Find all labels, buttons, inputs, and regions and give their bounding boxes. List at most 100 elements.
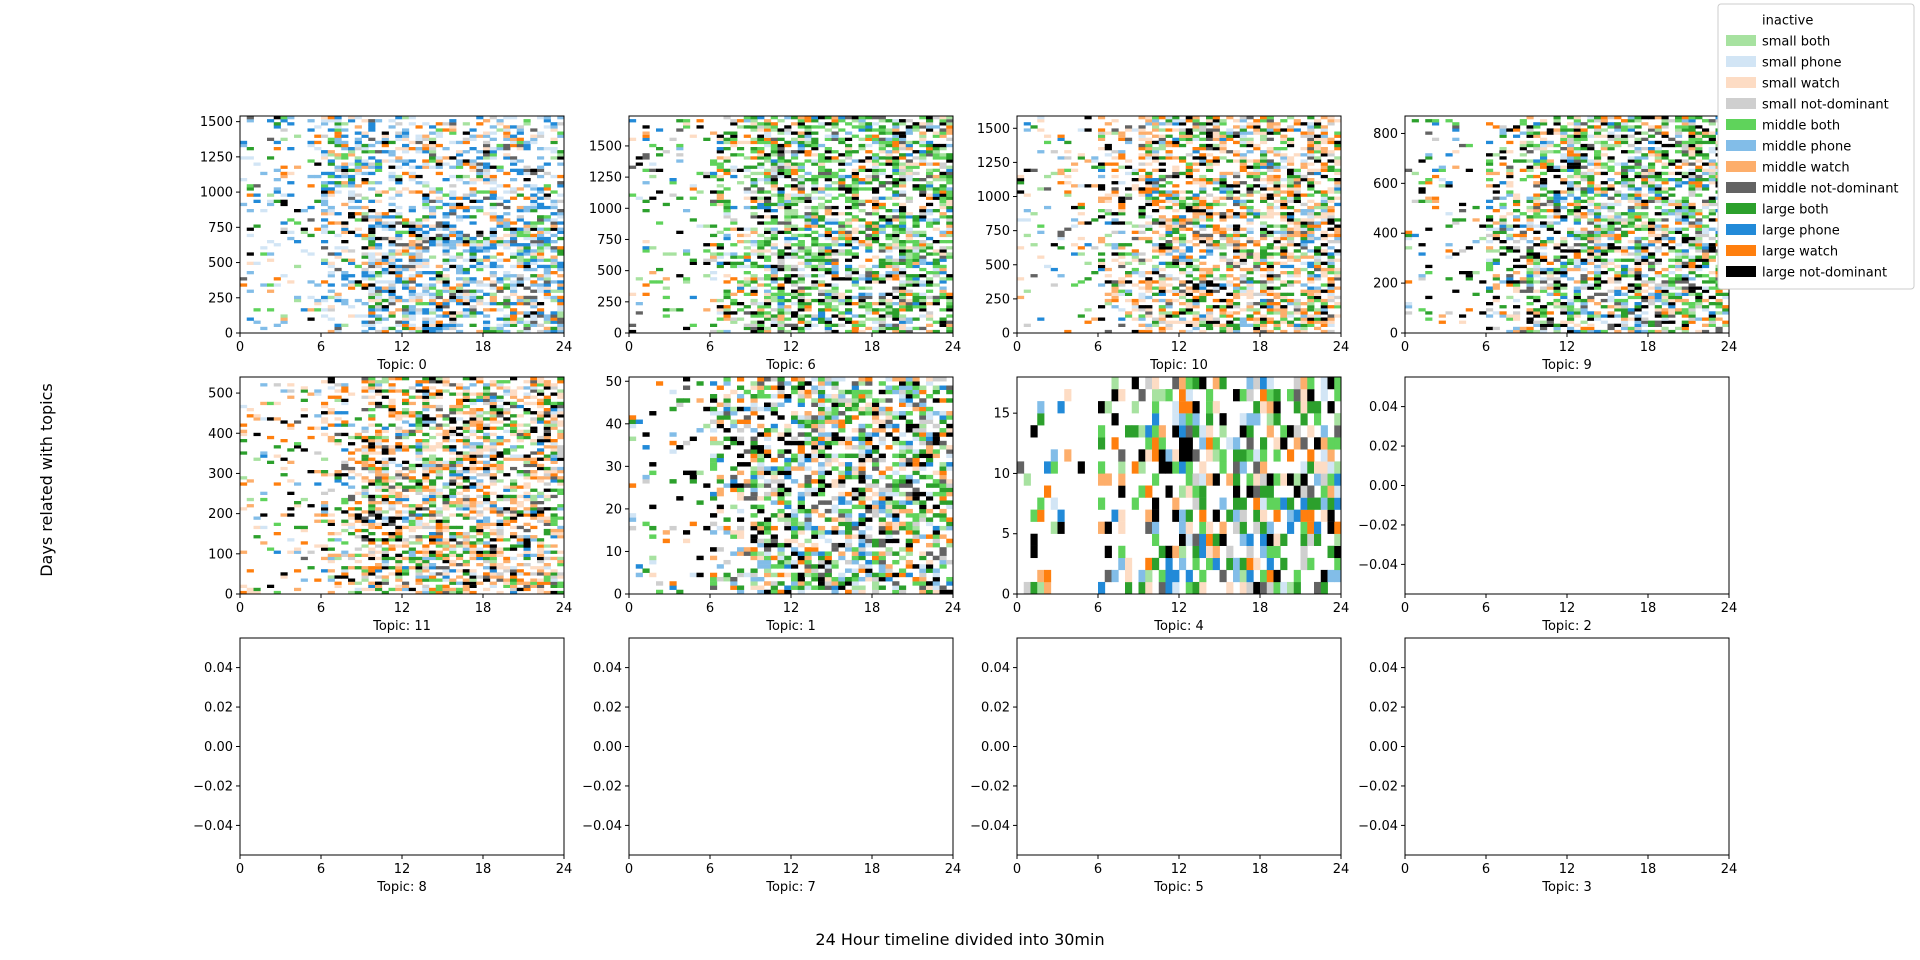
heatmap-cell	[743, 116, 751, 120]
heatmap-cell	[1253, 240, 1261, 244]
heatmap-cell	[550, 289, 558, 293]
heatmap-cell	[1273, 150, 1281, 154]
heatmap-cell	[1152, 271, 1160, 275]
heatmap-cell	[1553, 298, 1561, 303]
heatmap-cell	[1668, 292, 1676, 296]
heatmap-cell	[1192, 233, 1200, 238]
heatmap-cell	[1233, 295, 1241, 300]
heatmap-cell	[1145, 153, 1153, 157]
heatmap-cell	[1212, 323, 1220, 327]
heatmap-cell	[1540, 311, 1548, 315]
heatmap-cell	[1239, 233, 1247, 238]
heatmap-cell	[307, 119, 315, 123]
heatmap-cell	[415, 181, 423, 185]
heatmap-cell	[1206, 249, 1214, 253]
heatmap-cell	[764, 305, 772, 309]
heatmap-cell	[1293, 128, 1301, 132]
heatmap-cell	[1131, 168, 1139, 172]
heatmap-cell	[462, 314, 470, 318]
heatmap-cell	[1179, 134, 1187, 138]
heatmap-cell	[442, 243, 450, 247]
heatmap-cell	[516, 317, 524, 321]
heatmap-cell	[899, 224, 907, 228]
heatmap-cell	[1307, 122, 1315, 126]
heatmap-cell	[912, 255, 920, 259]
heatmap-cell	[1057, 246, 1065, 250]
heatmap-cell	[1152, 159, 1160, 163]
heatmap-cell	[1587, 298, 1595, 303]
heatmap-cell	[1239, 143, 1247, 148]
heatmap-cell	[831, 236, 839, 241]
heatmap-cell	[939, 156, 947, 160]
heatmap-cell	[1145, 289, 1153, 293]
heatmap-cell	[1654, 308, 1662, 312]
heatmap-cell	[939, 178, 947, 182]
heatmap-cell	[1037, 187, 1045, 191]
heatmap-cell	[831, 261, 839, 265]
heatmap-cell	[1104, 298, 1112, 303]
heatmap-cell	[1287, 196, 1295, 200]
heatmap-cell	[415, 243, 423, 247]
heatmap-cell	[334, 119, 342, 123]
heatmap-cell	[1206, 205, 1214, 210]
heatmap-cell	[804, 305, 812, 309]
heatmap-cell	[1158, 140, 1166, 145]
heatmap-cell	[892, 178, 900, 182]
heatmap-cell	[1118, 283, 1126, 287]
heatmap-cell	[1125, 243, 1133, 247]
heatmap-cell	[777, 295, 785, 300]
heatmap-cell	[294, 298, 302, 303]
heatmap-cell	[716, 305, 724, 309]
heatmap-cell	[1118, 289, 1126, 293]
heatmap-cell	[743, 134, 751, 138]
heatmap-cell	[1260, 230, 1268, 234]
heatmap-cell	[723, 209, 731, 213]
heatmap-cell	[1293, 305, 1301, 309]
heatmap-cell	[510, 159, 518, 163]
heatmap-cell	[1152, 246, 1160, 250]
heatmap-cell	[253, 224, 261, 228]
heatmap-cell	[1607, 298, 1615, 303]
heatmap-cell	[1172, 311, 1180, 315]
heatmap-cell	[1138, 305, 1146, 309]
heatmap-cell	[1199, 320, 1207, 324]
heatmap-cell	[1300, 320, 1308, 324]
heatmap-cell	[1695, 305, 1703, 309]
heatmap-cell	[791, 153, 799, 157]
heatmap-cell	[1266, 215, 1274, 219]
heatmap-cell	[1492, 311, 1500, 315]
heatmap-cell	[912, 178, 920, 182]
heatmap-cell	[730, 255, 738, 259]
heatmap-cell	[408, 295, 416, 300]
heatmap-cell	[649, 162, 657, 166]
heatmap-cell	[770, 292, 778, 296]
heatmap-cell	[1158, 311, 1166, 315]
heatmap-cell	[1320, 233, 1328, 238]
heatmap-cell	[368, 165, 376, 169]
x-tick-label: 12	[394, 340, 411, 355]
heatmap-cell	[845, 295, 853, 300]
heatmap-cell	[1300, 323, 1308, 327]
heatmap-cell	[496, 280, 504, 284]
heatmap-cell	[1212, 267, 1220, 272]
heatmap-cell	[838, 168, 846, 172]
heatmap-cell	[784, 329, 792, 334]
heatmap-cell	[510, 274, 518, 278]
heatmap-cell	[1320, 162, 1328, 166]
heatmap-cell	[1661, 311, 1669, 315]
heatmap-cell	[375, 317, 383, 321]
heatmap-cell	[1320, 320, 1328, 324]
heatmap-cell	[246, 209, 254, 213]
heatmap-cell	[1287, 137, 1295, 141]
heatmap-cell	[1192, 212, 1200, 216]
heatmap-cell	[348, 274, 356, 278]
heatmap-cell	[1098, 317, 1106, 321]
heatmap-cell	[892, 137, 900, 141]
heatmap-cell	[489, 202, 497, 207]
heatmap-cell	[1273, 131, 1281, 135]
heatmap-cell	[737, 233, 745, 238]
heatmap-cell	[1185, 153, 1193, 157]
heatmap-cell	[1327, 255, 1335, 259]
heatmap-cell	[1246, 212, 1254, 216]
heatmap-cell	[530, 314, 538, 318]
